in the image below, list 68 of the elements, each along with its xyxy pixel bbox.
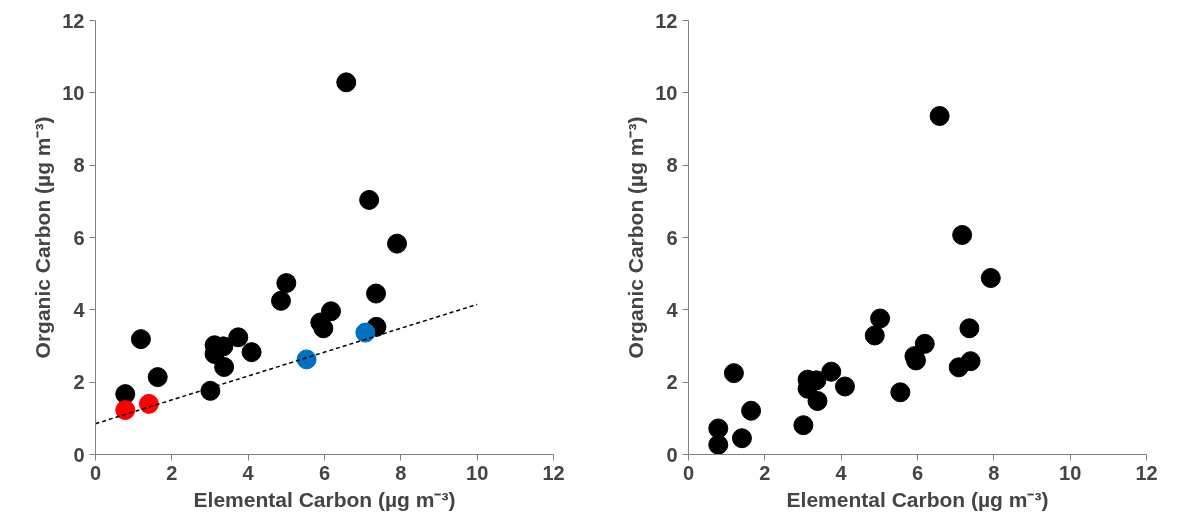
point [320,301,341,322]
point [793,415,814,436]
point [228,327,249,348]
point [959,318,980,339]
y-tick-label: 12 [62,9,85,32]
point [708,418,729,439]
y-tick-label: 8 [666,154,678,177]
x-tick-label: 8 [395,461,407,484]
y-tick-label: 4 [73,298,86,321]
y-axis-title: Organic Carbon (µg m⁻³) [31,116,55,359]
point [741,400,762,421]
point [138,393,159,414]
point [355,322,376,343]
point [807,390,828,411]
x-tick-label: 12 [542,461,565,484]
x-tick-label: 2 [166,461,178,484]
y-tick-label: 2 [666,371,678,394]
point [864,325,885,346]
y-tick-label: 6 [666,226,678,249]
point [147,367,168,388]
point [821,361,842,382]
x-tick-label: 6 [911,461,924,484]
point [366,283,387,304]
x-tick-label: 6 [318,461,331,484]
x-tick-label: 10 [466,461,489,484]
y-tick-label: 6 [73,226,85,249]
point [914,333,935,354]
x-tick-label: 12 [1135,461,1158,484]
point [241,342,262,363]
point [200,380,221,401]
y-tick-label: 8 [73,154,85,177]
x-tick-label: 4 [835,461,848,484]
point [890,382,911,403]
point [980,268,1001,288]
point [387,233,408,254]
x-tick-label: 2 [759,461,771,484]
y-tick-label: 10 [655,81,678,104]
x-tick-label: 10 [1059,461,1082,484]
point [929,106,950,126]
y-axis-title: Organic Carbon (µg m⁻³) [624,116,648,359]
point [960,351,981,372]
point [359,189,380,210]
y-tick-label: 10 [62,81,85,104]
point [708,434,729,455]
y-tick-label: 12 [655,9,678,32]
x-axis-title: Elemental Carbon (µg m⁻³) [786,487,1049,511]
point [870,308,891,329]
y-tick-label: 4 [666,298,679,321]
point [214,357,235,377]
y-tick-label: 0 [73,443,85,466]
x-tick-label: 0 [682,461,695,484]
x-axis-title: Elemental Carbon (µg m⁻³) [193,487,456,511]
x-tick-label: 0 [89,461,102,484]
y-tick-label: 0 [666,443,678,466]
point [336,72,357,93]
point [130,329,151,350]
x-tick-label: 8 [988,461,1000,484]
point [731,428,752,449]
point [313,318,334,339]
x-tick-label: 4 [242,461,255,484]
point [723,363,744,384]
point [276,273,297,294]
point [296,349,317,370]
point [952,224,973,245]
point [115,400,136,420]
point [834,376,855,397]
y-tick-label: 2 [73,371,85,394]
point [270,290,291,311]
